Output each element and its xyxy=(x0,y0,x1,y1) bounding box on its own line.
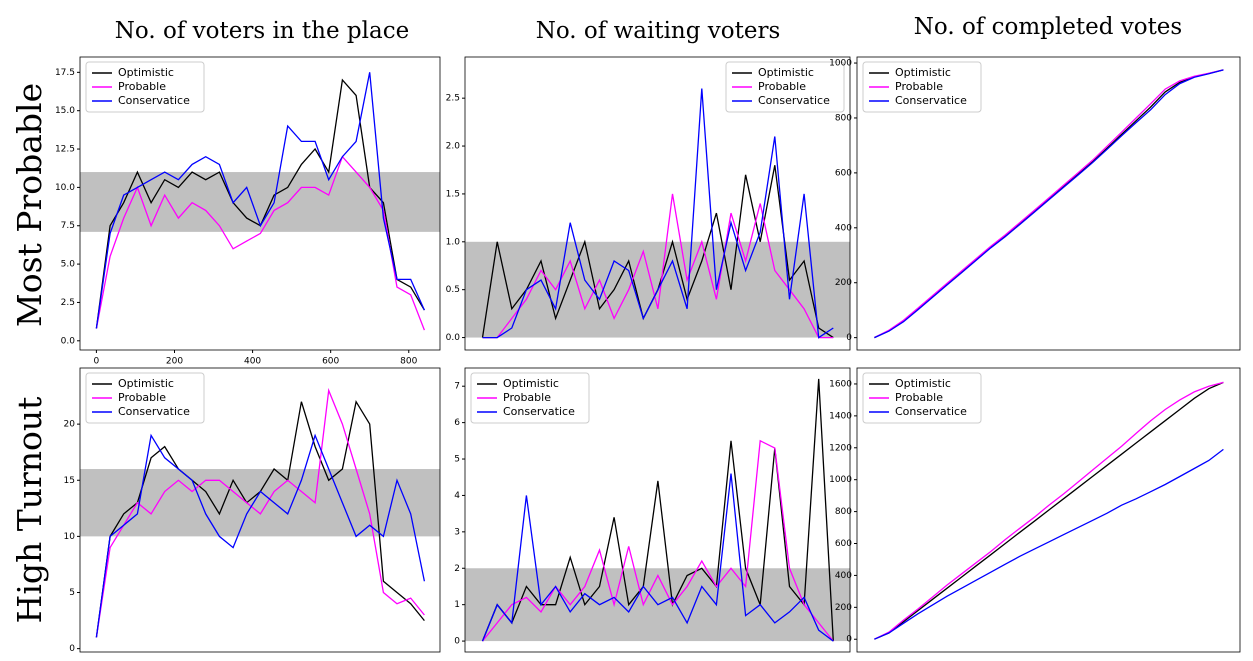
legend-label: Conservatice xyxy=(895,405,967,418)
y-tick-label: 0 xyxy=(454,637,460,647)
y-tick-label: 800 xyxy=(835,113,852,123)
series-line xyxy=(481,439,834,642)
legend-label: Conservatice xyxy=(758,94,830,107)
legend-label: Probable xyxy=(118,391,166,404)
series-line xyxy=(874,381,1224,640)
x-tick-label: 0 xyxy=(94,357,100,367)
plot-frame xyxy=(856,56,1241,351)
legend-label: Conservatice xyxy=(118,94,190,107)
y-tick-label: 0 xyxy=(846,635,852,645)
y-tick-label: 10 xyxy=(64,532,76,542)
y-tick-label: 5.0 xyxy=(61,260,76,270)
series-line xyxy=(874,381,1224,640)
y-tick-label: 5 xyxy=(69,588,75,598)
series-line xyxy=(95,387,425,638)
y-tick-label: 1600 xyxy=(829,379,852,389)
legend-label: Optimistic xyxy=(118,66,174,79)
series-line xyxy=(95,155,426,331)
y-tick-label: 17.5 xyxy=(55,68,75,78)
series-line xyxy=(481,473,834,642)
legend-box xyxy=(470,372,590,424)
legend-label: Optimistic xyxy=(118,377,174,390)
y-tick-label: 1200 xyxy=(829,443,852,453)
legend-label: Optimistic xyxy=(503,377,559,390)
row-title: Most Probable xyxy=(10,83,49,327)
y-tick-label: 800 xyxy=(835,507,852,517)
series-line xyxy=(482,193,834,339)
y-tick-label: 12.5 xyxy=(55,145,75,155)
y-tick-label: 4 xyxy=(454,491,460,501)
plot-frame xyxy=(856,367,1241,653)
legend-box xyxy=(85,61,205,113)
legend-label: Probable xyxy=(758,80,806,93)
y-tick-label: 2.5 xyxy=(61,298,75,308)
y-tick-label: 10.0 xyxy=(55,183,75,193)
y-tick-label: 7.5 xyxy=(61,221,75,231)
y-tick-label: 200 xyxy=(835,278,852,288)
plot-frame xyxy=(464,367,851,653)
y-tick-label: 600 xyxy=(835,168,852,178)
y-tick-label: 6 xyxy=(454,418,460,428)
y-tick-label: 1000 xyxy=(829,475,852,485)
legend-label: Conservatice xyxy=(118,405,190,418)
legend-label: Optimistic xyxy=(895,66,951,79)
x-tick-label: 200 xyxy=(166,357,183,367)
legend-label: Probable xyxy=(895,391,943,404)
row-title: High Turnout xyxy=(10,397,49,624)
legend-label: Optimistic xyxy=(758,66,814,79)
legend-label: Conservatice xyxy=(895,94,967,107)
y-tick-label: 5 xyxy=(454,455,460,465)
legend-box xyxy=(725,61,845,113)
y-tick-label: 400 xyxy=(835,571,852,581)
y-tick-label: 0.5 xyxy=(446,285,460,295)
plot-frame xyxy=(79,56,441,351)
y-tick-label: 1000 xyxy=(829,59,852,69)
y-tick-label: 2.0 xyxy=(446,142,461,152)
y-tick-label: 2.5 xyxy=(446,94,460,104)
series-line xyxy=(874,69,1224,339)
x-tick-label: 400 xyxy=(244,357,261,367)
y-tick-label: 20 xyxy=(64,420,76,430)
y-tick-label: 1.5 xyxy=(446,189,460,199)
y-tick-label: 1 xyxy=(454,600,460,610)
series-line xyxy=(95,433,426,638)
series-line xyxy=(874,448,1224,640)
y-tick-label: 1.0 xyxy=(446,237,461,247)
legend-label: Probable xyxy=(895,80,943,93)
legend-label: Probable xyxy=(118,80,166,93)
plot-frame xyxy=(464,56,851,351)
y-tick-label: 7 xyxy=(454,382,460,392)
legend-label: Conservatice xyxy=(503,405,575,418)
y-tick-label: 1400 xyxy=(829,411,852,421)
y-tick-label: 0.0 xyxy=(446,333,461,343)
x-tick-label: 800 xyxy=(400,357,417,367)
legend-box xyxy=(862,372,982,424)
series-line xyxy=(482,88,834,339)
legend-box xyxy=(85,372,205,424)
series-line xyxy=(95,72,425,329)
y-tick-label: 15 xyxy=(64,476,75,486)
y-tick-label: 0 xyxy=(846,333,852,343)
y-tick-label: 15.0 xyxy=(55,106,75,116)
y-tick-label: 600 xyxy=(835,539,852,549)
series-line xyxy=(874,69,1224,339)
column-title: No. of completed votes xyxy=(914,14,1182,40)
x-tick-label: 600 xyxy=(322,357,339,367)
y-tick-label: 400 xyxy=(835,223,852,233)
y-tick-label: 0 xyxy=(69,644,75,654)
y-tick-label: 0.0 xyxy=(61,336,76,346)
column-title: No. of voters in the place xyxy=(115,18,409,44)
y-tick-label: 200 xyxy=(835,603,852,613)
legend-label: Probable xyxy=(503,391,551,404)
legend-label: Optimistic xyxy=(895,377,951,390)
y-tick-label: 3 xyxy=(454,527,460,537)
column-title: No. of waiting voters xyxy=(536,18,781,44)
y-tick-label: 2 xyxy=(454,564,460,574)
legend-box xyxy=(862,61,982,113)
plot-frame xyxy=(79,367,441,653)
